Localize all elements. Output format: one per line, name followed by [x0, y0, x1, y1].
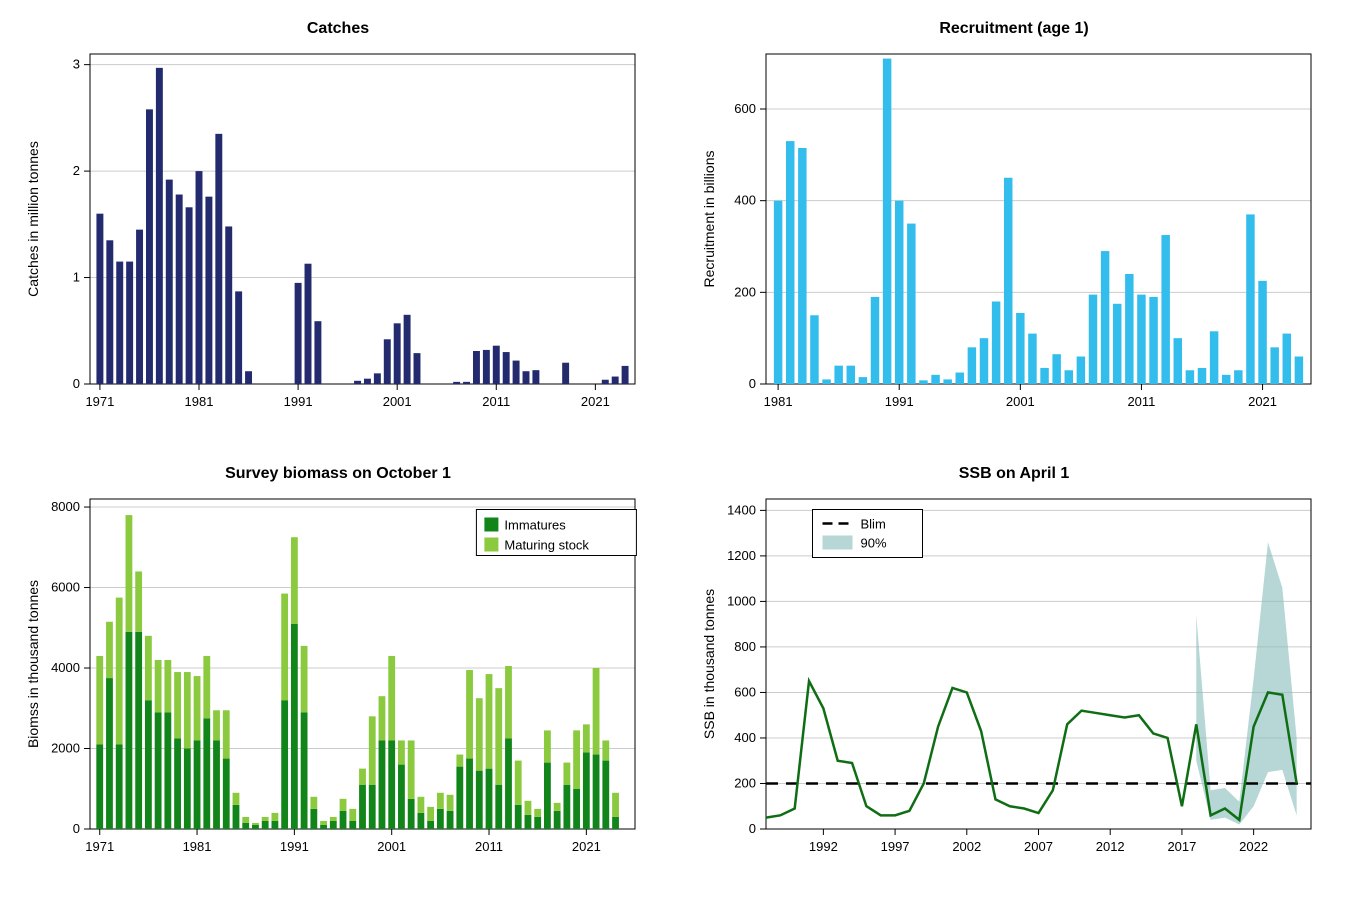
svg-text:1200: 1200: [727, 547, 756, 562]
svg-text:2022: 2022: [1239, 839, 1268, 854]
panel-recruitment: Recruitment (age 1) 0 200 400 600 1981 1991 20…: [696, 20, 1332, 435]
svg-text:SSB in thousand tonnes: SSB in thousand tonnes: [701, 588, 717, 738]
svg-text:2017: 2017: [1167, 839, 1196, 854]
title-recruitment: Recruitment (age 1): [696, 20, 1332, 38]
panel-ssb: SSB on April 1 0 200 400 600 800 1000 1200 1400…: [696, 465, 1332, 880]
svg-text:1991: 1991: [280, 839, 309, 854]
title-biomass: Survey biomass on October 1: [20, 465, 656, 483]
svg-text:1991: 1991: [284, 394, 313, 409]
svg-text:1991: 1991: [885, 394, 914, 409]
svg-text:2011: 2011: [482, 394, 510, 409]
svg-text:1971: 1971: [85, 839, 114, 854]
title-catches: Catches: [20, 20, 656, 38]
svg-text:90%: 90%: [861, 535, 887, 550]
svg-text:2021: 2021: [581, 394, 610, 409]
svg-text:2: 2: [73, 163, 80, 178]
svg-text:2001: 2001: [1006, 394, 1035, 409]
svg-text:0: 0: [73, 821, 80, 836]
svg-text:2000: 2000: [51, 740, 80, 755]
svg-text:1971: 1971: [85, 394, 114, 409]
svg-text:3: 3: [73, 57, 80, 72]
svg-text:1992: 1992: [809, 839, 838, 854]
svg-text:Maturing stock: Maturing stock: [504, 537, 589, 552]
svg-text:200: 200: [734, 775, 756, 790]
chart-grid: Catches 0 1 2 3 1971 1981 1991 2001 2011 2021 Catc…: [20, 20, 1332, 879]
svg-text:800: 800: [734, 638, 756, 653]
svg-text:2001: 2001: [383, 394, 412, 409]
svg-text:1400: 1400: [727, 502, 756, 517]
svg-text:Recruitment in billions: Recruitment in billions: [701, 151, 717, 288]
svg-text:1: 1: [73, 270, 80, 285]
svg-text:8000: 8000: [51, 499, 80, 514]
svg-text:400: 400: [734, 193, 756, 208]
chart-biomass: 0 2000 4000 6000 8000 1971 1981 1991 2001 2011 202…: [20, 489, 650, 869]
svg-text:0: 0: [749, 821, 756, 836]
svg-text:2007: 2007: [1024, 839, 1053, 854]
svg-text:Immatures: Immatures: [504, 517, 566, 532]
svg-text:Biomss in thousand tonnes: Biomss in thousand tonnes: [25, 579, 41, 747]
chart-ssb: 0 200 400 600 800 1000 1200 1400 1992 1997 2002 200…: [696, 489, 1326, 869]
svg-text:600: 600: [734, 684, 756, 699]
svg-text:2012: 2012: [1096, 839, 1125, 854]
svg-text:4000: 4000: [51, 660, 80, 675]
svg-text:200: 200: [734, 284, 756, 299]
chart-catches: 0 1 2 3 1971 1981 1991 2001 2011 2021 Catches in m…: [20, 44, 650, 424]
svg-text:400: 400: [734, 729, 756, 744]
panel-catches: Catches 0 1 2 3 1971 1981 1991 2001 2011 2021 Catc…: [20, 20, 656, 435]
svg-text:Catches in million tonnes: Catches in million tonnes: [25, 141, 41, 297]
svg-text:6000: 6000: [51, 579, 80, 594]
svg-text:2021: 2021: [572, 839, 601, 854]
svg-text:1981: 1981: [183, 839, 212, 854]
svg-text:1981: 1981: [185, 394, 214, 409]
svg-text:0: 0: [73, 376, 80, 391]
svg-text:0: 0: [749, 376, 756, 391]
title-ssb: SSB on April 1: [696, 465, 1332, 483]
svg-text:1997: 1997: [881, 839, 910, 854]
svg-text:1000: 1000: [727, 593, 756, 608]
svg-text:2011: 2011: [1127, 394, 1155, 409]
svg-text:2011: 2011: [475, 839, 503, 854]
panel-biomass: Survey biomass on October 1 0 2000 4000 600…: [20, 465, 656, 880]
svg-text:2002: 2002: [952, 839, 981, 854]
svg-text:2021: 2021: [1248, 394, 1277, 409]
svg-text:1981: 1981: [764, 394, 793, 409]
svg-text:Blim: Blim: [861, 516, 886, 531]
svg-text:2001: 2001: [377, 839, 406, 854]
svg-text:600: 600: [734, 101, 756, 116]
chart-recruitment: 0 200 400 600 1981 1991 2001 2011 2021 Recruitmen…: [696, 44, 1326, 424]
